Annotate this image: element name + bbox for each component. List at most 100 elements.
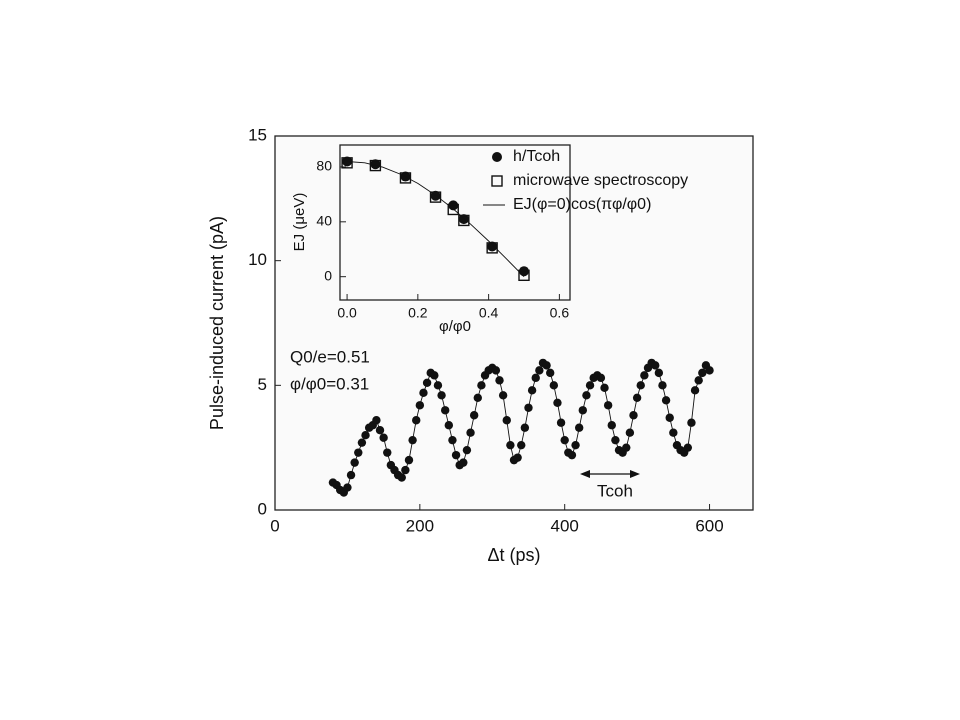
data-point — [415, 401, 425, 410]
data-point — [596, 373, 606, 383]
data-point — [375, 426, 385, 435]
data-point — [433, 381, 443, 390]
y-tick-label: 0 — [258, 499, 267, 518]
data-point — [694, 376, 703, 385]
data-point — [611, 435, 620, 445]
arrow-head — [580, 470, 590, 478]
x-tick-label: 600 — [695, 516, 723, 535]
x-tick-label: 0.4 — [479, 305, 499, 321]
annotation: Q0/e=0.51 — [290, 347, 370, 366]
data-point — [466, 428, 475, 437]
data-point — [603, 401, 613, 410]
data-point — [419, 388, 428, 398]
data-point — [518, 269, 530, 282]
x-tick-label: 0.6 — [550, 305, 570, 321]
data-point — [451, 450, 461, 460]
data-point — [600, 383, 609, 393]
data-point — [412, 416, 421, 425]
data-point — [346, 470, 356, 480]
x-tick-label: 0.2 — [408, 305, 428, 321]
data-point — [636, 381, 645, 390]
data-point — [687, 418, 696, 427]
data-point — [705, 366, 714, 375]
data-point — [524, 403, 533, 412]
data-point — [350, 458, 359, 467]
data-point — [491, 366, 501, 375]
legend-label: EJ(φ=0)cos(πφ/φ0) — [513, 196, 651, 213]
data-point — [556, 418, 566, 427]
data-point — [520, 423, 530, 432]
data-point — [519, 266, 529, 277]
data-point — [448, 200, 459, 211]
data-point — [473, 393, 482, 402]
data-point — [343, 483, 352, 492]
y-axis-label: Pulse-induced current (pA) — [207, 216, 227, 430]
data-point — [571, 440, 580, 450]
series-line — [347, 161, 525, 278]
data-point — [369, 159, 382, 172]
data-point — [354, 448, 363, 457]
data-point — [486, 242, 498, 254]
data-point — [553, 398, 562, 407]
data-point — [447, 203, 459, 216]
data-point — [459, 458, 468, 467]
data-point — [622, 443, 631, 452]
data-point — [690, 386, 700, 395]
data-point — [549, 381, 559, 390]
data-point — [665, 413, 674, 422]
data-point — [429, 191, 442, 203]
legend-symbol — [491, 175, 503, 187]
data-point — [342, 156, 353, 167]
data-point — [513, 453, 522, 462]
data-point — [567, 450, 577, 460]
data-point — [495, 376, 504, 385]
data-point — [383, 448, 392, 457]
legend-symbol — [492, 152, 502, 162]
plot-frame — [339, 144, 571, 301]
data-point — [422, 378, 432, 388]
data-point — [582, 391, 591, 400]
data-point — [640, 371, 649, 380]
data-point — [469, 411, 479, 420]
x-axis-label: Δt (ps) — [487, 545, 540, 565]
data-point — [408, 435, 417, 445]
annotation: φ/φ0=0.31 — [290, 374, 369, 393]
data-point — [361, 431, 370, 440]
data-point — [651, 361, 660, 370]
x-tick-label: 200 — [406, 516, 434, 535]
data-point — [372, 416, 381, 425]
data-point — [658, 381, 667, 390]
data-point — [448, 435, 457, 445]
x-tick-label: 400 — [551, 516, 579, 535]
y-tick-label: 15 — [248, 125, 267, 144]
legend-label: h/Tcoh — [513, 148, 560, 165]
x-tick-label: 0 — [270, 516, 279, 535]
y-axis-label: EJ (μeV) — [291, 193, 308, 252]
data-point — [560, 435, 569, 445]
data-point — [502, 416, 511, 425]
data-point — [477, 381, 486, 390]
data-point — [629, 411, 638, 420]
data-point — [462, 445, 472, 455]
data-point — [578, 406, 588, 415]
data-point — [661, 396, 671, 405]
data-point — [607, 421, 616, 430]
data-point — [357, 438, 367, 447]
data-point — [404, 455, 414, 465]
data-point — [341, 157, 353, 169]
y-tick-label: 5 — [258, 375, 267, 394]
x-tick-label: 0.0 — [337, 305, 357, 321]
data-point — [487, 241, 498, 252]
data-point — [546, 368, 555, 378]
data-point — [399, 172, 412, 184]
data-point — [531, 373, 540, 383]
data-point — [535, 366, 544, 375]
y-tick-label: 80 — [316, 158, 332, 174]
data-point — [654, 368, 664, 378]
data-point — [437, 391, 446, 400]
data-point — [444, 421, 454, 430]
data-point — [632, 393, 642, 402]
data-point — [379, 433, 388, 442]
data-point — [498, 391, 508, 400]
